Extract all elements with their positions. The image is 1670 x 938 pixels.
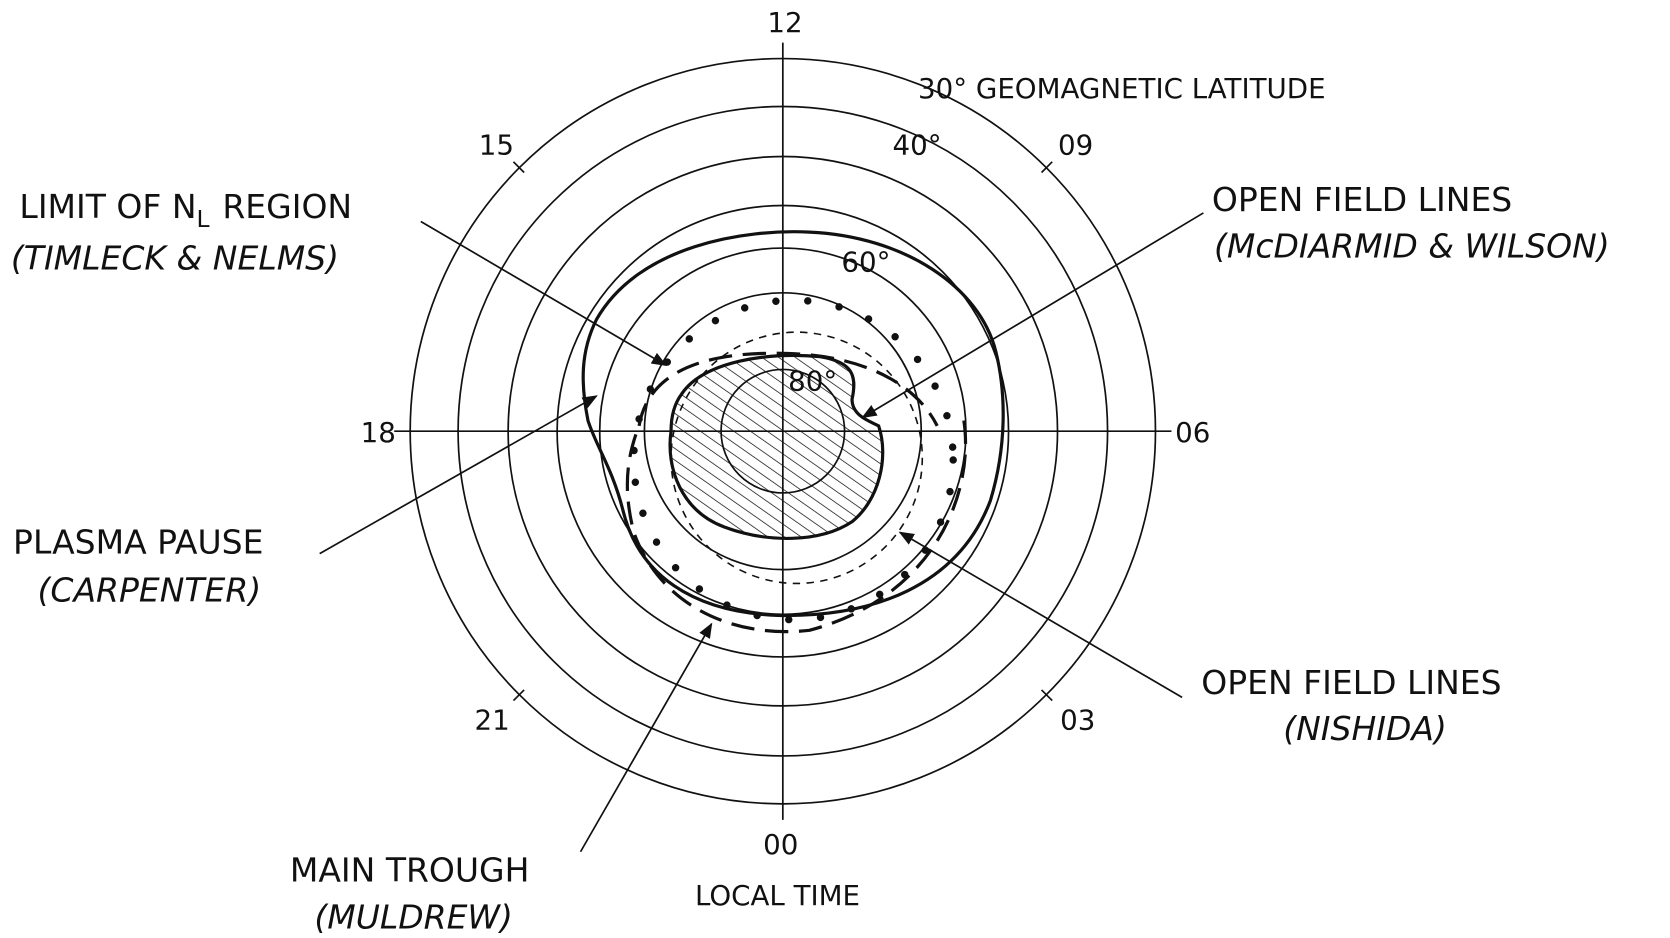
hour-label: 00: [763, 828, 798, 861]
annotation-title: OPEN FIELD LINES: [1212, 180, 1512, 219]
text: LIMIT OF N: [19, 187, 196, 226]
text: REGION: [222, 187, 352, 226]
annotation-source: (McDIARMID & WILSON): [1214, 227, 1610, 266]
annotation-title: OPEN FIELD LINES: [1201, 663, 1501, 702]
hour-label: 03: [1060, 703, 1095, 736]
annotation-title: PLASMA PAUSE: [13, 523, 263, 562]
latitude-label: 30° GEOMAGNETIC LATITUDE: [918, 72, 1326, 105]
latitude-label: 60°: [841, 245, 890, 278]
annotation-title: MAIN TROUGH: [290, 851, 530, 890]
hour-label: 21: [475, 703, 510, 736]
annotation-source: (TIMLECK & NELMS): [11, 238, 339, 277]
arrows: [319, 212, 1204, 853]
annotation-source: (CARPENTER): [38, 571, 262, 610]
hour-label: 15: [479, 128, 514, 161]
labels: 12 15 09 18 06 21 03 00 30° GEOMAGNETIC …: [11, 6, 1610, 936]
hour-label: 18: [361, 416, 396, 449]
axis-label: LOCAL TIME: [695, 879, 860, 912]
annotation-source: (NISHIDA): [1283, 709, 1447, 748]
subscript: L: [197, 205, 210, 233]
annotation-title: LIMIT OF NL REGION: [19, 187, 352, 233]
hour-label: 09: [1058, 128, 1093, 161]
annotation-source: (MULDREW): [314, 897, 513, 936]
hour-label: 12: [767, 6, 802, 39]
latitude-label: 40°: [892, 128, 941, 161]
hour-label: 06: [1175, 416, 1210, 449]
latitude-label: 80°: [788, 365, 837, 398]
